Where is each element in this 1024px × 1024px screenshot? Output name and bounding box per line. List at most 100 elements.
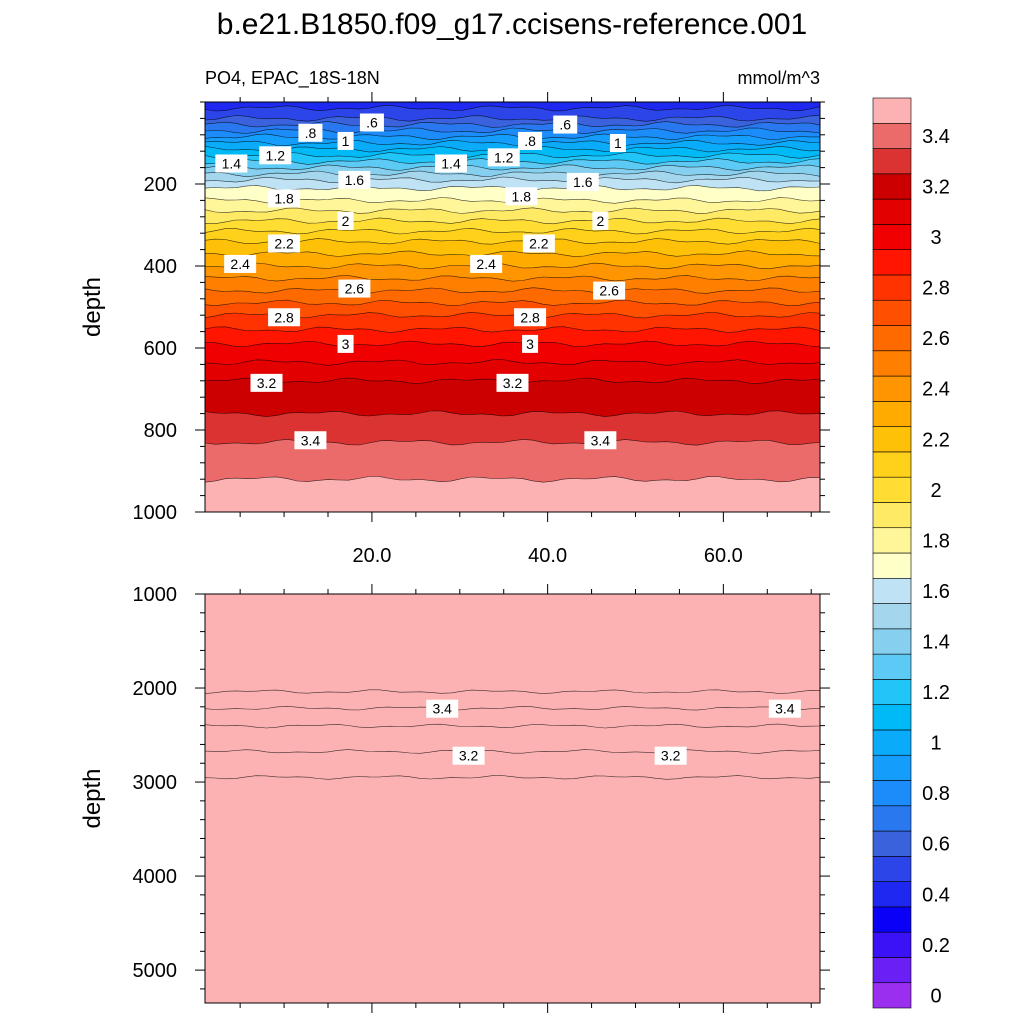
- contour-label-text: 3: [526, 336, 534, 352]
- contour-label: 3.4: [584, 431, 617, 450]
- contour-label-text: 3.2: [459, 748, 479, 764]
- contour-label: .6: [359, 113, 384, 132]
- contour-line: [205, 262, 820, 270]
- contour-line: [205, 176, 820, 184]
- colorbar-box: [872, 729, 912, 756]
- colorbar-box: [872, 628, 912, 655]
- colorbar-box: [872, 224, 912, 250]
- contour-label-text: 3.2: [257, 375, 277, 391]
- colorbar-box: [872, 552, 912, 579]
- contour-label: 2.2: [522, 234, 555, 253]
- y-axis-title: depth: [79, 277, 106, 337]
- colorbar-box: [872, 122, 912, 149]
- contour-label: 3.2: [496, 373, 529, 392]
- units-label: mmol/m^3: [738, 68, 820, 88]
- contour-line: [205, 164, 820, 171]
- contour-label-text: 2: [342, 213, 350, 229]
- colorbar-label: 3: [930, 227, 941, 249]
- contour-label-text: 3.4: [432, 701, 452, 717]
- contour-label: 1.4: [215, 154, 248, 173]
- contour-line: [205, 410, 820, 417]
- contour-label-text: .8: [524, 133, 536, 149]
- contour-label-text: 3: [342, 336, 350, 352]
- contour-label: 3: [522, 334, 539, 353]
- colorbar-box: [872, 906, 912, 933]
- contour-label-text: 3.4: [775, 701, 795, 717]
- contour-label-text: 3.2: [503, 375, 523, 391]
- colorbar-label: 2.8: [922, 278, 950, 300]
- contour-line: [205, 217, 820, 225]
- colorbar-box: [872, 881, 912, 908]
- contour-label-text: 3.2: [661, 748, 681, 764]
- y-tick-label: 1000: [133, 584, 178, 606]
- contour-line: [205, 299, 820, 307]
- contour-label: 3.4: [768, 699, 801, 718]
- y-tick-label: 5000: [133, 960, 178, 982]
- colorbar-label: 1.8: [922, 530, 950, 552]
- contour-label-text: .6: [559, 117, 571, 133]
- plot-frame: [204, 593, 821, 1004]
- contour-label-text: 1: [342, 133, 350, 149]
- contour-label-text: 2.8: [274, 309, 294, 325]
- contour-line: [205, 287, 820, 294]
- contour-line: [205, 275, 820, 282]
- y-tick-label: 200: [144, 174, 177, 196]
- colorbar-box: [872, 957, 912, 984]
- contour-label-text: 1.8: [274, 190, 294, 206]
- contour-line: [205, 359, 820, 366]
- colorbar-box: [872, 401, 912, 427]
- colorbar-box: [872, 982, 912, 1009]
- colorbar-label: 3.2: [922, 176, 950, 198]
- contour-label: 3.4: [294, 431, 327, 450]
- colorbar-box: [872, 502, 912, 529]
- contour-label: 2.6: [593, 281, 626, 300]
- contour-label: 1.4: [435, 154, 467, 173]
- contour-label: 3: [337, 334, 354, 353]
- contour-label: 2.8: [268, 308, 301, 327]
- contour-line: [205, 238, 820, 245]
- contour-line: [205, 104, 820, 112]
- contour-label: 2.4: [224, 254, 257, 273]
- contour-label-text: 3.4: [301, 432, 321, 448]
- colorbar-box: [872, 249, 912, 276]
- contour-label-text: 2: [596, 213, 604, 229]
- contour-label: .8: [518, 131, 543, 150]
- colorbar-box: [872, 97, 912, 124]
- contour-line: [205, 250, 820, 257]
- contour-label-text: 3.4: [591, 432, 611, 448]
- contour-line: [205, 207, 820, 214]
- x-tick-label: 60.0: [704, 545, 743, 567]
- contour-label-text: 2.2: [274, 235, 294, 251]
- colorbar-label: 1.4: [922, 631, 950, 653]
- contour-label: 2.2: [268, 234, 301, 253]
- contour-line: [205, 139, 820, 147]
- contour-line: [205, 689, 820, 694]
- contour-label-text: 2.6: [345, 281, 365, 297]
- contour-label-text: 1.8: [512, 188, 532, 204]
- colorbar-box: [872, 198, 912, 225]
- contour-label-text: 1.6: [345, 172, 365, 188]
- y-tick-label: 4000: [133, 866, 178, 888]
- colorbar-box: [872, 274, 912, 301]
- x-tick-label: 20.0: [352, 545, 391, 567]
- contour-label: .8: [298, 123, 323, 142]
- colorbar-label: 0.6: [922, 834, 950, 856]
- colorbar-label: 2.4: [922, 379, 950, 401]
- colorbar-box: [872, 856, 912, 882]
- colorbar-label: 0.4: [922, 884, 950, 906]
- colorbar-box: [872, 754, 912, 781]
- contour-line: [205, 311, 820, 319]
- contour-line: [205, 227, 820, 235]
- lower-panel: 3.4 3.4 3.2 3.2 1000 2000 3000 4000 5000 depth: [79, 584, 830, 1013]
- contour-line: [205, 476, 820, 483]
- colorbar-label: 2.2: [922, 429, 950, 451]
- contour-band: [205, 689, 820, 1003]
- contour-label: 2.6: [338, 279, 371, 298]
- colorbar-label: 1.6: [922, 581, 950, 603]
- contour-label: 1.6: [566, 172, 599, 191]
- y-tick-label: 3000: [133, 772, 178, 794]
- colorbar-label: 0.2: [922, 935, 950, 957]
- contour-label-text: 1.6: [573, 174, 593, 190]
- contour-label: 2: [337, 211, 354, 230]
